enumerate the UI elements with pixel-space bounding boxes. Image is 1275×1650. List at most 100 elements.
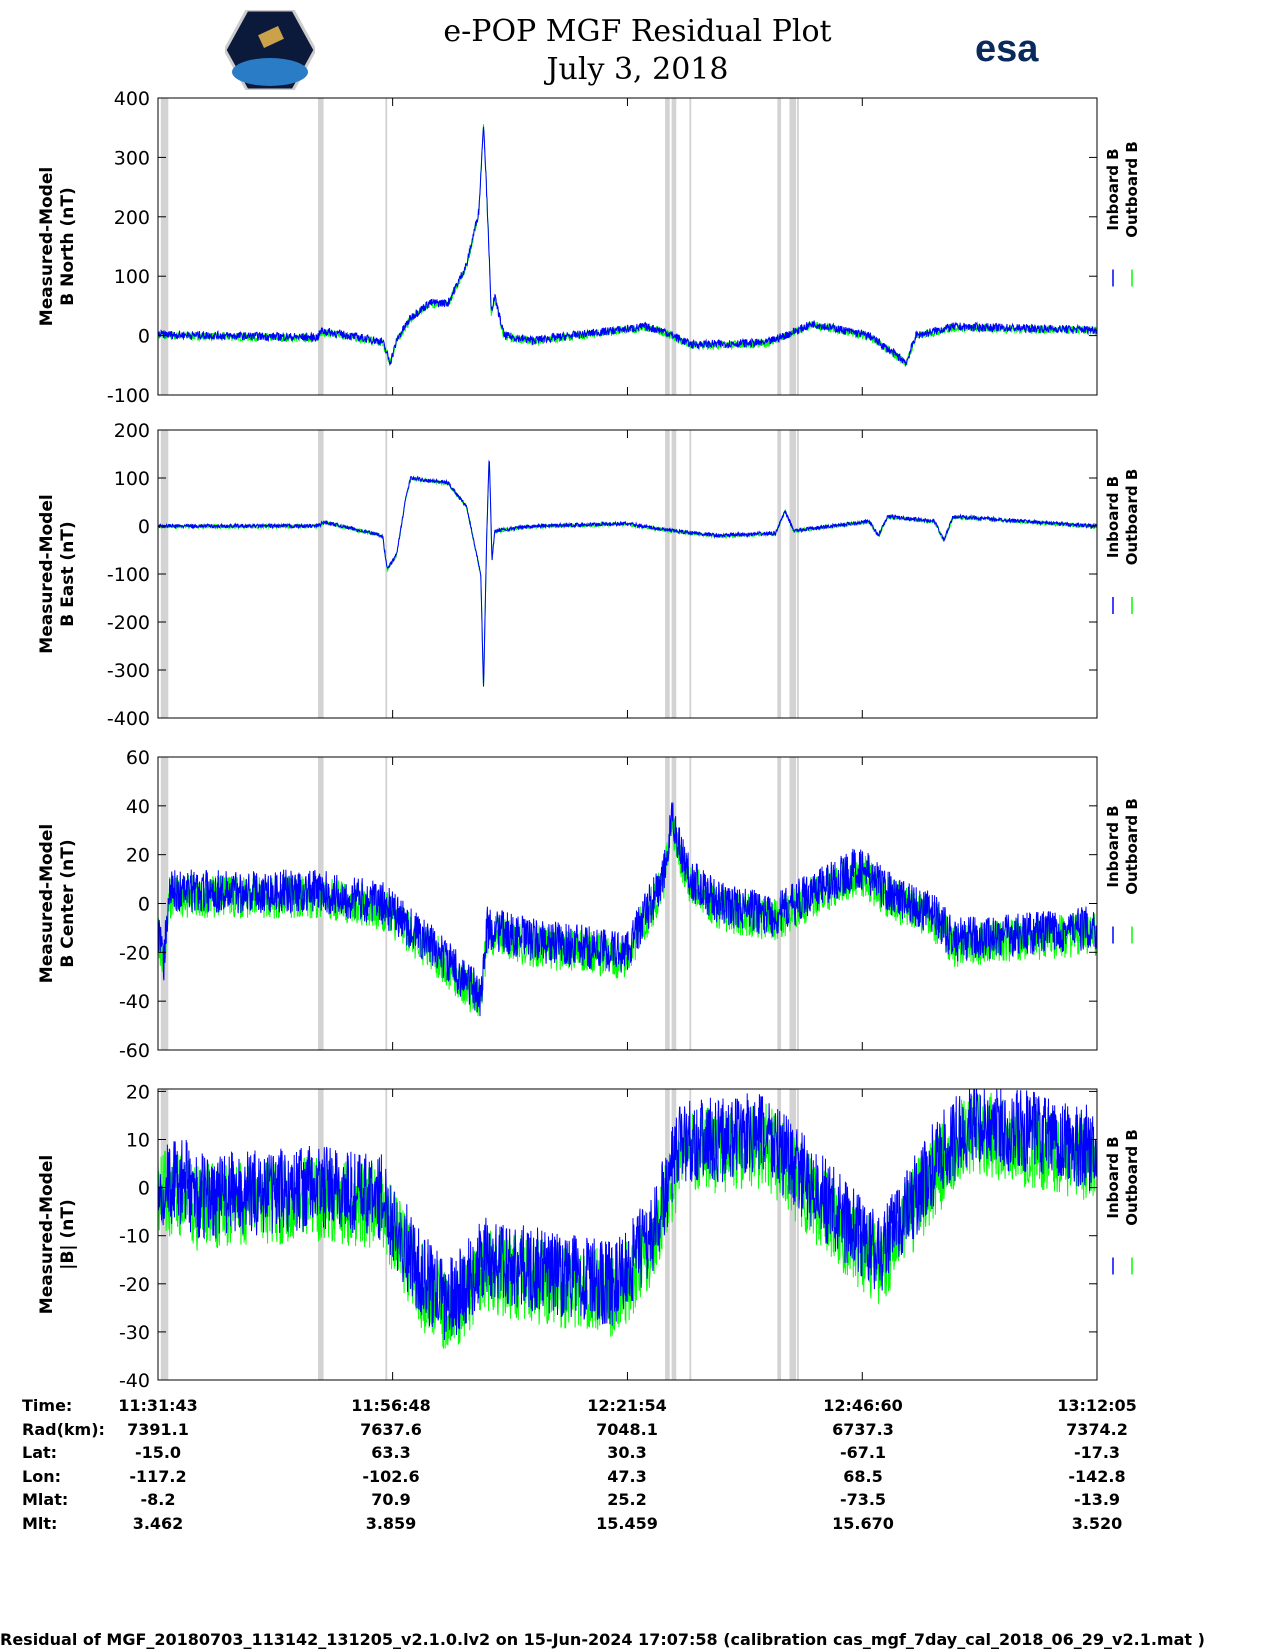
data-gap-band xyxy=(671,1089,677,1380)
data-gap-band xyxy=(796,1089,799,1380)
y-axis-label: Measured-Model xyxy=(37,494,57,653)
orbit-row-label: Mlat: xyxy=(22,1490,69,1509)
plot-title: e-POP MGF Residual Plot xyxy=(443,14,832,49)
y-tick-label: -100 xyxy=(107,385,150,407)
y-tick-label: -300 xyxy=(107,660,150,682)
data-gap-band xyxy=(671,757,677,1050)
panel-3: 20 10 0 -10 -20 -30 -40 Measured-Model |B| (nT) I… xyxy=(37,1081,1141,1392)
inboard-series-line xyxy=(157,460,1098,687)
orbit-cell: -67.1 xyxy=(839,1443,887,1462)
data-gap-band xyxy=(689,1089,692,1380)
data-gap-band xyxy=(665,757,670,1050)
inboard-series-line xyxy=(157,126,1098,366)
plot-frame xyxy=(157,97,1098,396)
orbit-cell: 7374.2 xyxy=(1066,1419,1128,1439)
orbit-cell: 6737.3 xyxy=(832,1419,894,1439)
epop-logo xyxy=(225,10,315,90)
orbit-cell: 3.520 xyxy=(1071,1513,1123,1533)
y-tick-label: -400 xyxy=(107,708,150,730)
y-tick-label: 0 xyxy=(138,1178,150,1200)
footer-caption: Residual of MGF_20180703_113142_131205_v… xyxy=(0,1630,1205,1649)
orbit-cell: -73.5 xyxy=(839,1490,887,1509)
orbit-row-label: Time: xyxy=(22,1396,73,1415)
orbit-cell: 12:46:60 xyxy=(823,1396,903,1415)
data-gap-band xyxy=(777,98,782,395)
orbit-cell: 25.2 xyxy=(607,1490,647,1509)
orbit-cell: 68.5 xyxy=(843,1466,883,1486)
orbit-row-label: Mlt: xyxy=(22,1513,58,1533)
plot-date: July 3, 2018 xyxy=(546,52,729,87)
y-tick-label: 200 xyxy=(114,420,150,442)
data-gap-band xyxy=(796,430,799,718)
y-axis-label: Measured-Model xyxy=(37,1155,57,1314)
inboard-series-line xyxy=(157,1088,1098,1341)
orbit-cell: 12:21:54 xyxy=(587,1396,667,1415)
data-gap-band xyxy=(789,1089,797,1380)
y-tick-label: 200 xyxy=(114,207,150,229)
inboard-series-line xyxy=(157,802,1098,1017)
orbit-cell: 63.3 xyxy=(371,1443,411,1462)
y-tick-label: 0 xyxy=(138,894,150,916)
orbit-cell: 70.9 xyxy=(371,1490,411,1509)
orbit-row-label: Rad(km): xyxy=(22,1419,105,1439)
orbit-cell: -142.8 xyxy=(1068,1466,1126,1486)
y-tick-label: 60 xyxy=(126,747,150,769)
y-tick-label: 0 xyxy=(138,516,150,538)
y-tick-label: 20 xyxy=(126,1081,150,1103)
data-gap-band xyxy=(317,1089,324,1380)
orbit-cell: 30.3 xyxy=(607,1443,647,1462)
data-gap-band xyxy=(789,98,797,395)
data-gap-band xyxy=(689,430,692,718)
legend-label: Outboard B xyxy=(1123,1129,1141,1226)
y-tick-label: 100 xyxy=(114,266,150,288)
orbit-cell: 7637.6 xyxy=(360,1419,422,1439)
y-tick-label: 20 xyxy=(126,845,150,867)
orbit-cell: 11:56:48 xyxy=(351,1396,431,1415)
data-gap-band xyxy=(671,430,677,718)
panel-1: 200 100 0 -100 -200 -300 -400 Measured-Model B E… xyxy=(37,420,1141,730)
orbit-cell: 15.459 xyxy=(596,1513,658,1533)
outboard-series-line xyxy=(157,460,1098,687)
legend-label: Outboard B xyxy=(1123,798,1141,895)
data-gap-band xyxy=(317,430,324,718)
orbit-cell: 3.462 xyxy=(132,1513,184,1533)
legend-label: Inboard B xyxy=(1104,1136,1122,1218)
y-axis-label: B Center (nT) xyxy=(58,839,78,967)
data-gap-band xyxy=(385,430,388,718)
panel-0: 400 300 200 100 0 -100 Measured-Model B North (… xyxy=(37,88,1141,407)
data-gap-band xyxy=(789,430,797,718)
legend-label: Inboard B xyxy=(1104,148,1122,230)
y-tick-label: 400 xyxy=(114,88,150,110)
y-tick-label: -20 xyxy=(119,942,150,964)
legend-label: Inboard B xyxy=(1104,805,1122,887)
legend-label: Outboard B xyxy=(1123,469,1141,566)
orbit-cell: 47.3 xyxy=(607,1466,647,1486)
data-gap-band xyxy=(665,1089,670,1380)
orbit-cell: -17.3 xyxy=(1073,1443,1121,1462)
y-axis-label: Measured-Model xyxy=(37,824,57,983)
data-gap-band xyxy=(160,1089,169,1380)
data-gap-band xyxy=(385,98,388,395)
data-gap-band xyxy=(689,757,692,1050)
orbit-cell: -8.2 xyxy=(140,1490,176,1509)
orbit-cell: -15.0 xyxy=(134,1443,182,1462)
orbit-cell: 3.859 xyxy=(365,1513,417,1533)
data-gap-band xyxy=(796,98,799,395)
panel-2: 60 40 20 0 -20 -40 -60 Measured-Model B Center (… xyxy=(37,747,1141,1062)
orbit-cell: 7391.1 xyxy=(127,1419,189,1439)
orbit-row-label: Lon: xyxy=(22,1466,61,1486)
y-axis-label: B North (nT) xyxy=(58,187,78,306)
orbit-row-label: Lat: xyxy=(22,1443,58,1462)
esa-logo: esa xyxy=(975,28,1039,70)
data-gap-band xyxy=(777,1089,782,1380)
data-gap-band xyxy=(671,98,677,395)
data-gap-band xyxy=(160,98,169,395)
y-tick-label: 0 xyxy=(138,326,150,348)
data-gap-band xyxy=(317,98,324,395)
orbit-cell: -102.6 xyxy=(362,1466,420,1486)
y-tick-label: -60 xyxy=(119,1040,150,1062)
data-gap-band xyxy=(689,98,692,395)
outboard-series-line xyxy=(157,817,1098,1016)
data-gap-band xyxy=(665,430,670,718)
